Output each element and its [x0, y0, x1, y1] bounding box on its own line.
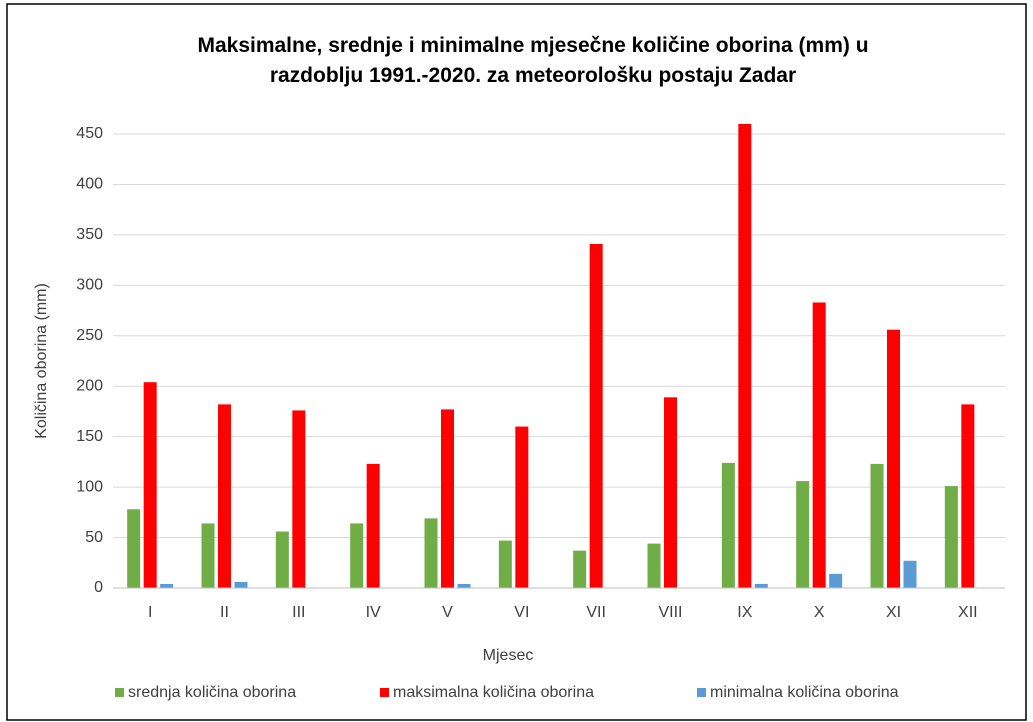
bar [275, 531, 289, 588]
legend-label: maksimalna količina oborina [393, 684, 594, 701]
x-tick-label: IV [366, 604, 381, 621]
y-tick-label: 150 [76, 428, 103, 445]
bar [457, 583, 471, 588]
bar [664, 397, 677, 588]
y-tick-label: 200 [76, 377, 103, 394]
bar [738, 123, 752, 589]
x-tick-label: II [220, 604, 229, 621]
bar [234, 581, 248, 588]
legend-label: minimalna količina oborina [710, 684, 899, 701]
y-axis-label: Količina oborina (mm) [33, 283, 50, 439]
x-tick-label: VIII [658, 604, 682, 621]
y-tick-label: 350 [76, 226, 103, 243]
x-axis-label: Mjesec [483, 647, 534, 664]
y-tick-label: 250 [76, 327, 103, 344]
x-tick-label: XII [958, 604, 978, 621]
bar [903, 560, 917, 588]
y-tick-label: 450 [76, 125, 103, 142]
bar [515, 426, 529, 588]
bar [944, 486, 958, 588]
frame [6, 3, 1027, 721]
y-tick-label: 0 [94, 579, 103, 596]
y-tick-label: 50 [85, 529, 103, 546]
x-tick-label: III [292, 604, 305, 621]
bar [796, 481, 810, 588]
y-tick-label: 300 [76, 277, 103, 294]
bar [160, 583, 174, 588]
bar [754, 583, 768, 588]
bar [589, 243, 603, 589]
x-tick-label: XI [886, 604, 901, 621]
bar [812, 302, 826, 588]
x-tick-label: X [814, 604, 825, 621]
bar [424, 518, 438, 588]
x-tick-label: VI [514, 604, 529, 621]
bar [143, 382, 157, 588]
y-tick-label: 100 [76, 478, 103, 495]
bar [721, 462, 735, 588]
bar [498, 540, 512, 588]
bar [573, 550, 587, 588]
bar [292, 410, 306, 588]
bar [647, 543, 661, 588]
legend-swatch [115, 688, 124, 697]
x-tick-label: VII [586, 604, 606, 621]
x-tick-label: I [148, 604, 152, 621]
x-tick-label: IX [737, 604, 752, 621]
y-tick-label: 400 [76, 176, 103, 193]
legend-label: srednja količina oborina [128, 684, 296, 701]
legend-swatch [380, 688, 389, 697]
bar [887, 329, 900, 588]
chart-title: Maksimalne, srednje i minimalne mjesečne… [197, 34, 868, 87]
bar [870, 463, 884, 588]
x-tick-label: V [442, 604, 453, 621]
bar [961, 404, 975, 588]
legend-swatch [697, 688, 706, 697]
bar [350, 523, 364, 588]
bar [829, 573, 843, 588]
bar [201, 523, 215, 588]
bar [366, 463, 380, 588]
bar [127, 509, 141, 588]
bar [218, 404, 231, 588]
bar [441, 409, 454, 588]
